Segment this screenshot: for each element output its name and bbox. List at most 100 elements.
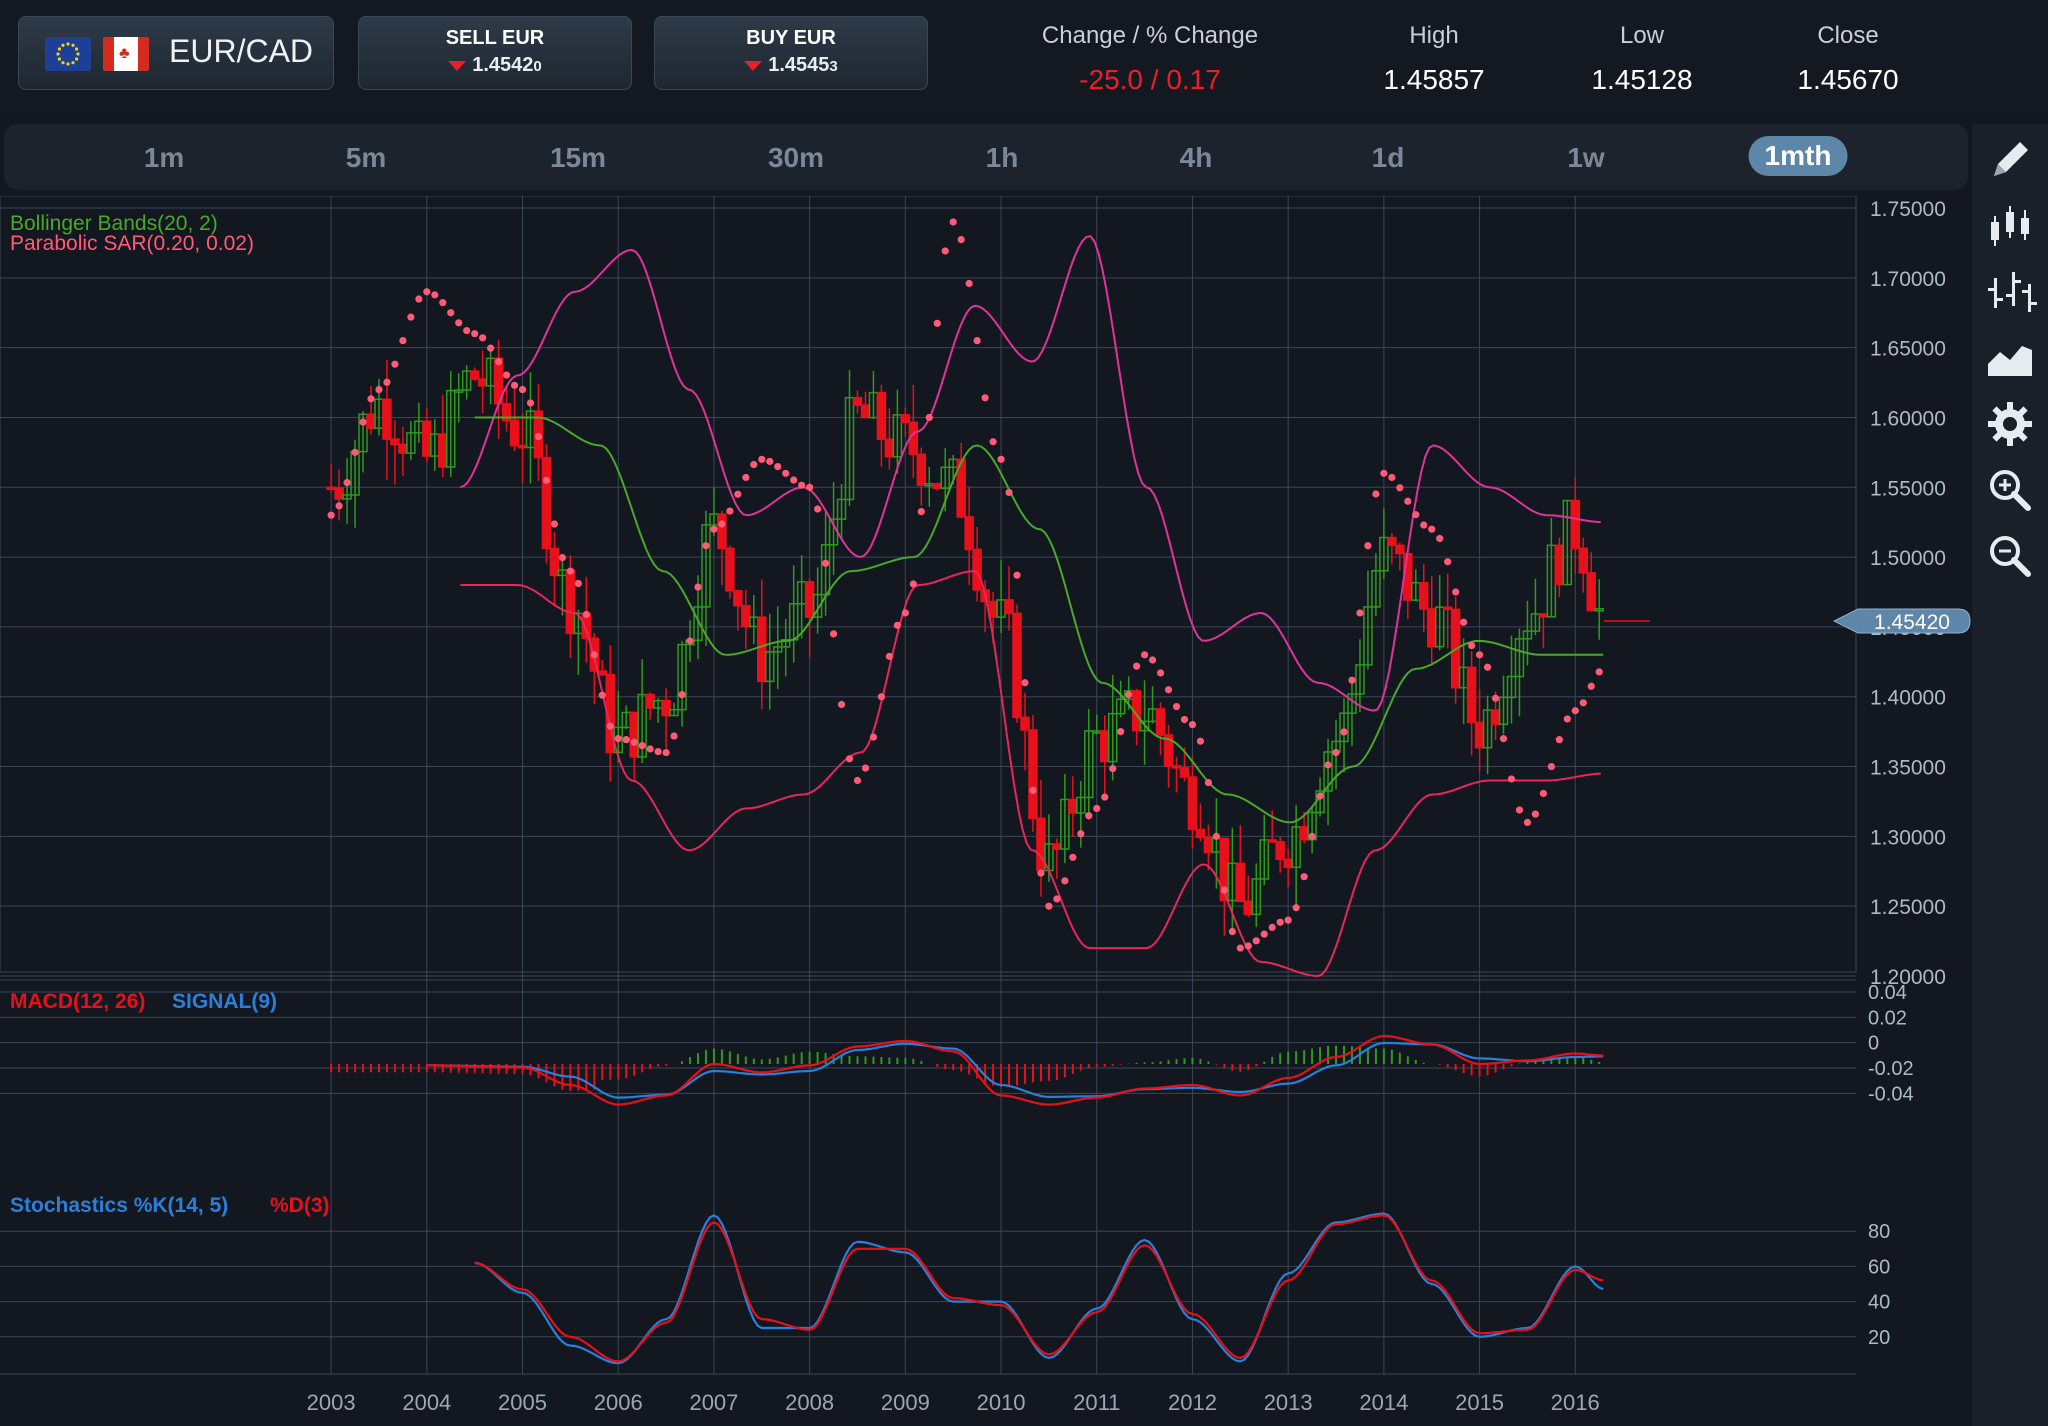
buy-button[interactable]: BUY EUR 1.45453 xyxy=(654,16,928,90)
y-tick-label: 1.55000 xyxy=(1870,477,1946,500)
candle-body xyxy=(661,699,671,717)
candle-body xyxy=(1363,606,1373,666)
candle-body xyxy=(541,456,552,550)
x-tick-label: 2010 xyxy=(977,1390,1026,1415)
parabolic-sar-dot xyxy=(1061,877,1069,885)
timeframe-1d[interactable]: 1d xyxy=(1371,142,1405,173)
timeframe-30m[interactable]: 30m xyxy=(767,142,825,173)
candle-body xyxy=(1538,613,1549,618)
x-tick-label: 2015 xyxy=(1455,1390,1504,1415)
candle-body xyxy=(693,606,703,641)
zoom-out-icon[interactable] xyxy=(1982,528,2038,584)
x-tick-label: 2005 xyxy=(498,1390,547,1415)
pencil-icon[interactable] xyxy=(1982,132,2038,188)
candle-body xyxy=(741,604,751,628)
candle-body xyxy=(1012,612,1022,719)
parabolic-sar-dot xyxy=(646,745,654,753)
candle-body xyxy=(453,389,464,393)
candle-body xyxy=(501,403,512,422)
parabolic-sar-dot xyxy=(423,288,431,296)
timeframe-1h[interactable]: 1h xyxy=(985,142,1019,173)
parabolic-sar-dot xyxy=(718,520,726,528)
timeframe-1m[interactable]: 1m xyxy=(143,142,185,173)
candle-body xyxy=(1251,878,1262,916)
candle-body xyxy=(461,370,472,391)
parabolic-sar-dot xyxy=(845,755,854,763)
parabolic-sar-dot xyxy=(1316,792,1324,800)
candle-body xyxy=(1004,599,1014,615)
parabolic-sar-dot xyxy=(1515,806,1524,814)
candle-body xyxy=(1259,839,1269,880)
parabolic-sar-dot xyxy=(1420,521,1428,529)
stoch-tick-label: 80 xyxy=(1868,1221,1890,1243)
buy-price-pipette: 3 xyxy=(829,58,838,75)
parabolic-sar-dot xyxy=(510,381,519,389)
candle-body xyxy=(398,443,408,454)
y-tick-label: 1.65000 xyxy=(1870,338,1946,361)
candle-body xyxy=(1570,499,1581,549)
high-stat: High 1.45857 xyxy=(1374,22,1494,96)
timeframe-4h[interactable]: 4h xyxy=(1179,142,1213,173)
ohlc-bars-icon[interactable] xyxy=(1982,264,2038,320)
parabolic-sar-dot xyxy=(1555,736,1563,744)
parabolic-sar-dot xyxy=(327,511,335,519)
parabolic-sar-dot xyxy=(463,326,471,335)
parabolic-sar-dot xyxy=(558,554,567,562)
price-chart[interactable]: 2003 2004 2005 2006 2007 2008 2009 2010 2011 2012… xyxy=(0,196,1972,1426)
candle-body xyxy=(780,639,791,648)
parabolic-sar-dot xyxy=(742,473,750,482)
parabolic-sar-dot xyxy=(989,438,997,446)
candle-body xyxy=(1275,841,1285,861)
parabolic-sar-dot xyxy=(1404,497,1412,505)
parabolic-sar-dot xyxy=(1563,715,1571,723)
change-value: -25.0 / 0.17 xyxy=(1079,64,1221,95)
legend-stoch-k: Stochastics %K(14, 5) xyxy=(10,1194,228,1217)
parabolic-sar-dot xyxy=(1013,571,1021,579)
area-chart-icon[interactable] xyxy=(1982,330,2038,386)
parabolic-sar-dot xyxy=(1180,715,1189,724)
sell-price-pipette: 0 xyxy=(533,58,542,75)
candle-body xyxy=(1419,582,1429,610)
candle-body xyxy=(1155,708,1166,736)
candle-body xyxy=(1235,862,1246,903)
parabolic-sar-dot xyxy=(965,279,973,288)
canada-flag-icon: ♣ xyxy=(103,37,149,71)
candle-body xyxy=(358,413,368,453)
candle-body xyxy=(438,433,448,468)
parabolic-sar-dot xyxy=(1276,918,1284,926)
timeframe-5m[interactable]: 5m xyxy=(345,142,387,173)
timeframe-15m[interactable]: 15m xyxy=(549,142,607,173)
candle-body xyxy=(469,370,480,380)
parabolic-sar-dot xyxy=(1452,588,1460,596)
candle-body xyxy=(1506,675,1517,699)
eu-flag-icon xyxy=(45,37,91,71)
parabolic-sar-dot xyxy=(798,481,806,489)
parabolic-sar-dot xyxy=(1547,762,1555,771)
parabolic-sar-dot xyxy=(1292,904,1300,912)
parabolic-sar-dot xyxy=(1475,651,1484,659)
legend-stoch-d: %D(3) xyxy=(270,1194,330,1217)
candle-body xyxy=(1283,858,1293,869)
sell-button[interactable]: SELL EUR 1.45420 xyxy=(358,16,632,90)
timeframe-1mth[interactable]: 1mth xyxy=(1748,136,1848,176)
settings-gear-icon[interactable] xyxy=(1982,396,2038,452)
sell-label: SELL EUR xyxy=(445,27,545,49)
currency-pair-selector[interactable]: ♣ EUR/CAD xyxy=(18,16,334,90)
candlestick-icon[interactable] xyxy=(1982,198,2038,254)
candle-body xyxy=(1387,536,1397,547)
x-tick-label: 2006 xyxy=(594,1390,643,1415)
parabolic-sar-dot xyxy=(877,693,886,701)
candle-body xyxy=(509,419,520,447)
y-tick-label: 1.30000 xyxy=(1870,826,1946,849)
candle-body xyxy=(326,486,336,491)
zoom-in-icon[interactable] xyxy=(1982,462,2038,518)
parabolic-sar-dot xyxy=(1196,737,1205,745)
bollinger-upper-line xyxy=(459,235,1601,712)
parabolic-sar-dot xyxy=(439,299,447,307)
parabolic-sar-dot xyxy=(774,462,782,471)
parabolic-sar-dot xyxy=(1531,810,1540,818)
candle-body xyxy=(1139,720,1150,732)
parabolic-sar-dot xyxy=(1340,728,1348,736)
timeframe-1w[interactable]: 1w xyxy=(1567,142,1605,173)
macd-tick-label: -0.04 xyxy=(1868,1083,1914,1105)
